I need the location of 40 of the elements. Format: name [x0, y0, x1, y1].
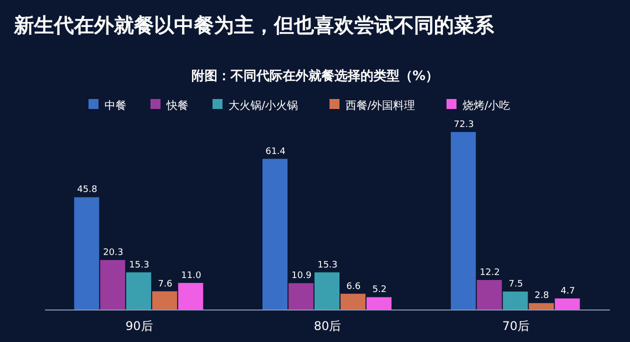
- legend-label: 中餐: [104, 99, 126, 112]
- bar: [126, 272, 152, 310]
- data-label: 7.6: [158, 279, 173, 290]
- legend-label: 烧烤/小吃: [462, 99, 510, 112]
- bar: [340, 294, 366, 310]
- x-tick-label: 70后: [502, 319, 530, 333]
- bar: [366, 297, 392, 310]
- data-label: 2.8: [534, 291, 550, 302]
- bar: [502, 292, 528, 310]
- legend-label: 快餐: [166, 99, 188, 112]
- data-label: 15.3: [129, 260, 150, 270]
- chart-title: 新生代在外就餐以中餐为主，但也喜欢尝试不同的菜系: [13, 13, 495, 37]
- bar: [262, 158, 288, 310]
- bar: [100, 260, 126, 310]
- bar: [178, 282, 204, 310]
- legend-label: 西餐/外国料理: [346, 99, 416, 112]
- data-label: 5.2: [372, 285, 387, 296]
- x-tick-label: 80后: [314, 319, 342, 333]
- data-label: 61.4: [265, 146, 286, 157]
- data-label: 72.3: [454, 120, 474, 130]
- data-label: 15.3: [317, 260, 338, 270]
- data-label: 4.7: [560, 286, 575, 296]
- data-label: 45.8: [77, 185, 98, 196]
- data-label: 10.9: [291, 271, 312, 282]
- data-label: 7.5: [508, 280, 523, 290]
- chart-subtitle: 附图：不同代际在外就餐选择的类型（%）: [191, 68, 439, 84]
- bar: [74, 197, 100, 310]
- bar: [314, 272, 340, 310]
- bar: [288, 283, 314, 310]
- bar: [450, 132, 476, 310]
- bar: [476, 280, 502, 310]
- legend-label: 大火锅/小火锅: [228, 99, 298, 112]
- data-label: 12.2: [480, 268, 500, 278]
- data-label: 20.3: [103, 248, 124, 258]
- bar: [554, 298, 580, 310]
- x-tick-label: 90后: [126, 319, 153, 333]
- data-label: 11.0: [181, 270, 202, 281]
- data-label: 6.6: [346, 282, 361, 292]
- bar: [528, 303, 554, 310]
- bar: [152, 291, 178, 310]
